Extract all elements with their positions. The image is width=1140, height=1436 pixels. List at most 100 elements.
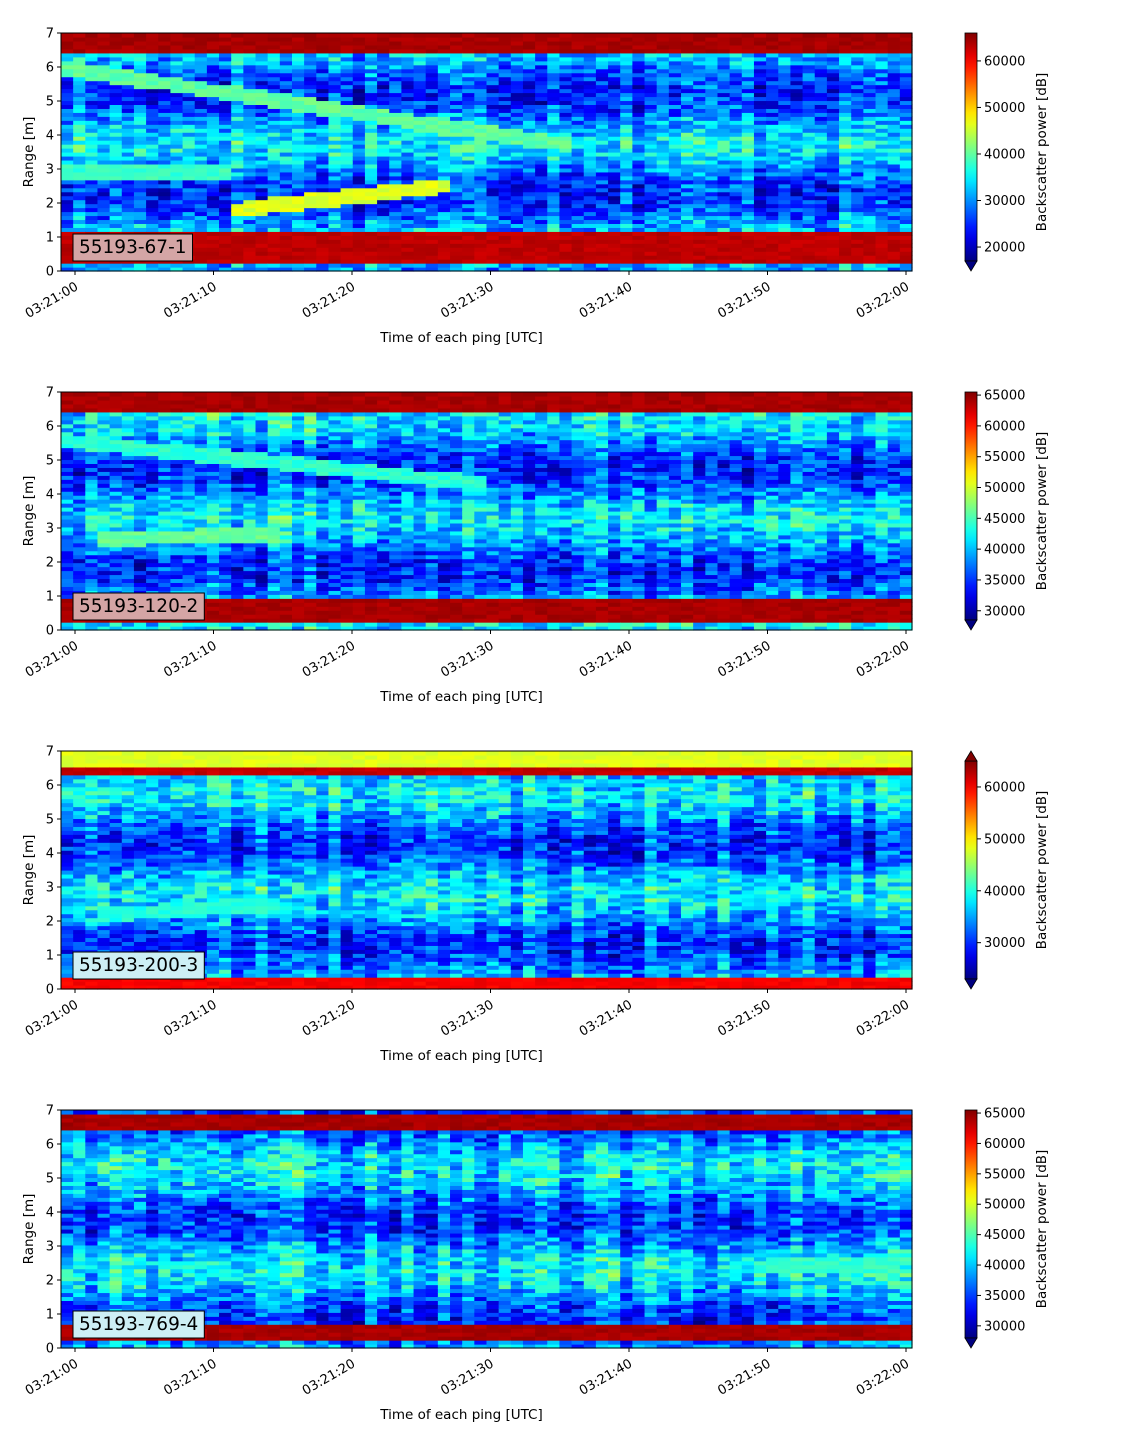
heatmap-cell bbox=[85, 183, 99, 189]
heatmap-cell bbox=[352, 68, 366, 74]
heatmap-cell bbox=[146, 132, 159, 137]
heatmap-cell bbox=[425, 255, 439, 260]
heatmap-cell bbox=[133, 195, 147, 201]
heatmap-cell bbox=[437, 247, 451, 252]
heatmap-cell bbox=[328, 48, 342, 54]
heatmap-cell bbox=[510, 44, 524, 50]
heatmap-cell bbox=[778, 211, 792, 217]
heatmap-cell bbox=[486, 227, 500, 232]
heatmap-cell bbox=[146, 392, 159, 397]
heatmap-cell bbox=[316, 231, 330, 236]
heatmap-cell bbox=[851, 33, 864, 38]
heatmap-cell bbox=[802, 227, 816, 232]
heatmap-cell bbox=[486, 152, 500, 157]
heatmap-cell bbox=[766, 215, 779, 221]
heatmap-cell bbox=[668, 152, 682, 157]
heatmap-cell bbox=[121, 163, 135, 169]
heatmap-cell bbox=[206, 128, 220, 133]
heatmap-cell bbox=[425, 239, 439, 244]
heatmap-cell bbox=[753, 128, 767, 133]
heatmap-cell bbox=[717, 231, 731, 236]
heatmap-cell bbox=[595, 52, 609, 58]
heatmap-cell bbox=[61, 451, 74, 457]
heatmap-cell bbox=[571, 199, 585, 205]
heatmap-cell bbox=[547, 231, 561, 236]
heatmap-cell bbox=[839, 48, 852, 54]
heatmap-cell bbox=[559, 183, 573, 189]
heatmap-cell bbox=[133, 191, 147, 197]
heatmap-cell bbox=[401, 64, 415, 70]
heatmap-cell bbox=[437, 203, 451, 209]
heatmap-cell bbox=[899, 128, 913, 133]
heatmap-cell bbox=[753, 227, 767, 232]
heatmap-cell bbox=[146, 526, 159, 532]
heatmap-cell bbox=[61, 566, 74, 572]
heatmap-cell bbox=[170, 207, 184, 213]
heatmap-cell bbox=[790, 231, 804, 236]
heatmap-cell bbox=[85, 586, 99, 591]
heatmap-cell bbox=[498, 72, 512, 78]
heatmap-cell bbox=[814, 195, 828, 201]
heatmap-cell bbox=[632, 152, 646, 157]
heatmap-cell bbox=[73, 471, 86, 476]
heatmap-cell bbox=[753, 259, 767, 264]
heatmap-cell bbox=[839, 120, 852, 125]
heatmap-cell bbox=[291, 48, 305, 54]
heatmap-cell bbox=[389, 124, 402, 129]
heatmap-cell bbox=[498, 263, 512, 268]
heatmap-cell bbox=[121, 475, 135, 480]
heatmap-cell bbox=[535, 231, 548, 236]
heatmap-cell bbox=[583, 40, 597, 46]
heatmap-cell bbox=[790, 76, 804, 82]
heatmap-cell bbox=[170, 566, 184, 572]
heatmap-cell bbox=[826, 239, 840, 244]
heatmap-cell bbox=[681, 251, 694, 256]
heatmap-cell bbox=[73, 263, 86, 268]
heatmap-cell bbox=[279, 152, 293, 157]
heatmap-cell bbox=[146, 503, 159, 508]
heatmap-cell bbox=[450, 191, 463, 197]
heatmap-cell bbox=[425, 60, 439, 66]
heatmap-cell bbox=[826, 44, 840, 50]
heatmap-cell bbox=[802, 191, 816, 197]
heatmap-cell bbox=[364, 80, 378, 86]
heatmap-cell bbox=[705, 247, 719, 252]
heatmap-cell bbox=[522, 72, 536, 78]
heatmap-cell bbox=[559, 167, 573, 173]
heatmap-cell bbox=[693, 211, 706, 217]
heatmap-cell bbox=[401, 100, 415, 105]
heatmap-cell bbox=[875, 40, 889, 46]
heatmap-cell bbox=[389, 144, 402, 149]
heatmap-cell bbox=[146, 415, 159, 421]
heatmap-cell bbox=[802, 155, 816, 161]
heatmap-cell bbox=[158, 431, 172, 437]
heatmap-cell bbox=[97, 40, 111, 46]
heatmap-cell bbox=[437, 80, 451, 86]
heatmap-cell bbox=[121, 538, 135, 544]
heatmap-cell bbox=[681, 44, 694, 50]
heatmap-cell bbox=[146, 148, 159, 153]
heatmap-cell bbox=[899, 68, 913, 74]
heatmap-cell bbox=[668, 179, 682, 185]
heatmap-cell bbox=[61, 231, 74, 236]
heatmap-cell bbox=[656, 96, 670, 102]
heatmap-cell bbox=[437, 227, 451, 232]
heatmap-cell bbox=[826, 96, 840, 102]
heatmap-cell bbox=[133, 148, 147, 153]
heatmap-cell bbox=[474, 40, 488, 46]
heatmap-cell bbox=[583, 175, 597, 181]
heatmap-cell bbox=[267, 199, 281, 205]
heatmap-cell bbox=[231, 211, 244, 217]
heatmap-cell bbox=[851, 48, 864, 54]
heatmap-cell bbox=[632, 124, 646, 129]
heatmap-cell bbox=[73, 499, 86, 504]
heatmap-cell bbox=[413, 116, 427, 121]
heatmap-cell bbox=[389, 215, 402, 221]
heatmap-cell bbox=[705, 179, 719, 185]
heatmap-cell bbox=[681, 155, 694, 161]
heatmap-cell bbox=[839, 44, 852, 50]
heatmap-cell bbox=[170, 44, 184, 50]
heatmap-cell bbox=[109, 128, 123, 133]
heatmap-cell bbox=[364, 223, 378, 228]
heatmap-cell bbox=[267, 267, 281, 272]
